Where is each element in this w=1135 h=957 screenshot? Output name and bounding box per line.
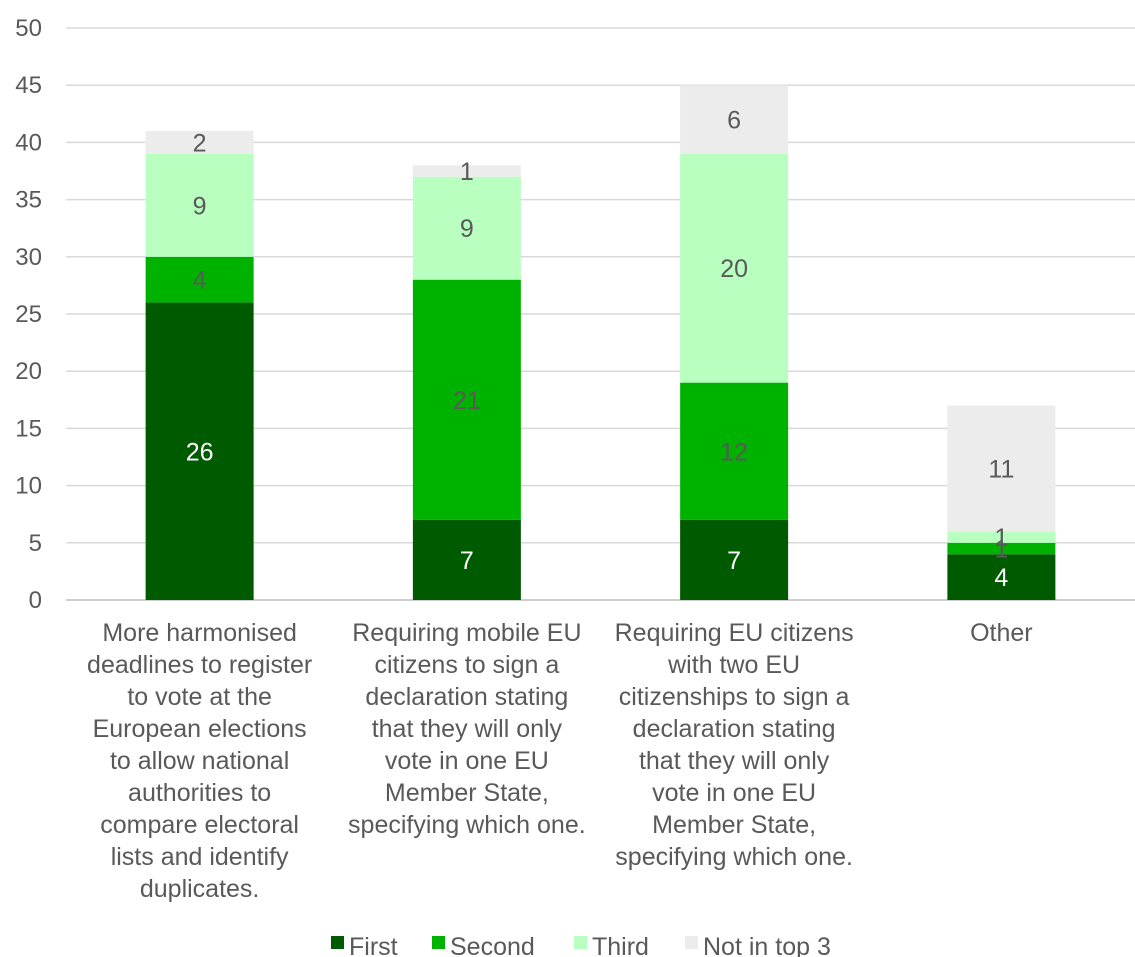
y-tick-label: 25 xyxy=(15,301,42,328)
category-label-line: specifying which one. xyxy=(348,811,586,839)
legend-swatch xyxy=(331,936,344,949)
category-label-line: with two EU xyxy=(667,651,800,679)
category-label-line: Member State, xyxy=(652,811,816,839)
bars xyxy=(145,85,1056,600)
data-label: 6 xyxy=(727,107,741,135)
category-label: Other xyxy=(970,619,1033,647)
category-label-line: to allow national xyxy=(110,747,289,775)
bar-segment xyxy=(412,176,521,280)
category-label-line: declaration stating xyxy=(365,683,568,711)
category-label-line: compare electoral xyxy=(100,811,299,839)
data-label: 7 xyxy=(460,547,474,575)
category-label-line: duplicates. xyxy=(140,875,260,903)
legend-label: Third xyxy=(592,933,649,957)
y-tick-label: 40 xyxy=(15,129,42,156)
y-tick-label: 35 xyxy=(15,187,42,214)
y-tick-label: 20 xyxy=(15,358,42,385)
y-tick-label: 5 xyxy=(29,530,42,557)
legend-swatch xyxy=(574,936,587,949)
data-label: 11 xyxy=(988,455,1014,483)
bar-segment xyxy=(145,153,254,257)
data-label: 12 xyxy=(720,438,748,466)
bar-segment xyxy=(947,554,1056,600)
category-label-line: Other xyxy=(970,619,1033,647)
data-label: 21 xyxy=(453,387,481,415)
y-tick-label: 50 xyxy=(15,15,42,42)
y-tick-label: 0 xyxy=(29,587,42,614)
data-label: 9 xyxy=(193,192,207,220)
legend-swatch xyxy=(432,936,445,949)
data-label: 9 xyxy=(460,215,474,243)
category-label-line: Requiring mobile EU xyxy=(352,619,581,647)
bar-segment xyxy=(412,165,521,177)
y-tick-label: 45 xyxy=(15,72,42,99)
bar-segment xyxy=(947,405,1056,532)
category-label-line: More harmonised xyxy=(102,619,297,647)
data-label: 26 xyxy=(186,438,214,466)
category-label-line: Member State, xyxy=(385,779,549,807)
category-label-line: declaration stating xyxy=(633,715,836,743)
y-tick-label: 10 xyxy=(15,473,42,500)
bar-segment xyxy=(680,153,789,383)
category-label-line: deadlines to register xyxy=(87,651,312,679)
data-label: 20 xyxy=(720,255,748,283)
category-label-line: to vote at the xyxy=(127,683,272,711)
bar-segment xyxy=(680,519,789,600)
y-tick-label: 15 xyxy=(15,415,42,442)
legend: First Second Third Not in top 3 xyxy=(331,933,831,957)
category-label: More harmonised deadlines to register to v… xyxy=(87,619,312,903)
bar-segment xyxy=(947,531,1056,543)
category-label-line: European elections xyxy=(93,715,307,743)
category-label: Requiring mobile EU citizens to sign a dec… xyxy=(348,619,586,839)
data-label: 4 xyxy=(994,564,1008,592)
category-label-line: specifying which one. xyxy=(615,843,853,871)
data-label: 4 xyxy=(193,267,207,295)
bar-segment xyxy=(680,85,789,154)
bar-segment xyxy=(145,130,254,154)
y-axis: 0 5 10 15 20 25 30 35 40 45 50 xyxy=(15,15,42,614)
bar-segment xyxy=(680,382,789,520)
category-label-line: that they will only xyxy=(372,715,563,743)
data-label: 1 xyxy=(994,536,1008,564)
bar-segment xyxy=(412,279,521,520)
legend-label: Second xyxy=(450,933,535,957)
data-label: 1 xyxy=(994,524,1008,552)
x-axis: More harmonised deadlines to register to v… xyxy=(87,619,1033,903)
legend-swatch xyxy=(685,936,698,949)
category-label-line: vote in one EU xyxy=(385,747,549,775)
data-label: 7 xyxy=(727,547,741,575)
category-label-line: lists and identify xyxy=(111,843,289,871)
category-label-line: Requiring EU citizens xyxy=(615,619,854,647)
bar-segment xyxy=(145,302,254,600)
y-tick-label: 30 xyxy=(15,244,42,271)
category-label-line: citizenships to sign a xyxy=(619,683,850,711)
category-label-line: citizens to sign a xyxy=(374,651,559,679)
bar-segment xyxy=(947,542,1056,555)
category-label-line: authorities to xyxy=(128,779,271,807)
bar-segment xyxy=(145,256,254,303)
category-label-line: vote in one EU xyxy=(652,779,816,807)
bar-segment xyxy=(412,519,521,600)
category-label: Requiring EU citizens with two EU citizens… xyxy=(615,619,854,871)
data-label: 1 xyxy=(460,158,474,186)
legend-label: First xyxy=(349,933,398,957)
data-label: 2 xyxy=(193,129,207,157)
legend-label: Not in top 3 xyxy=(703,933,831,957)
category-label-line: that they will only xyxy=(639,747,830,775)
